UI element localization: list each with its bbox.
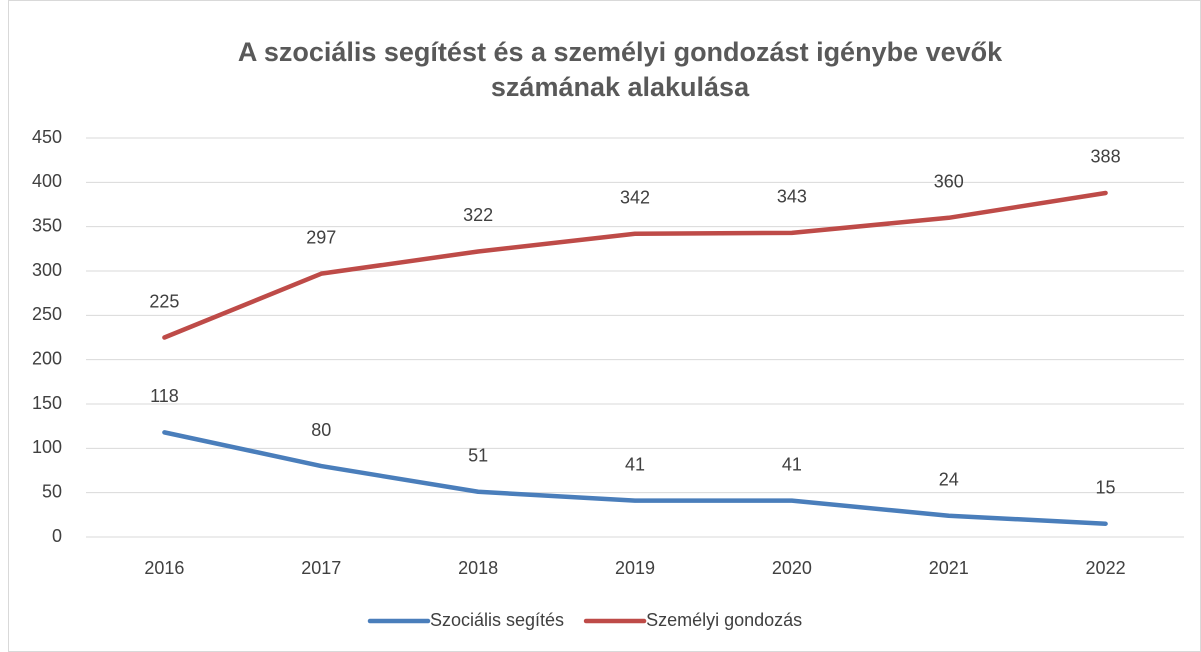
chart-title: A szociális segítést és a személyi gondo…: [238, 37, 1003, 67]
legend-label: Szociális segítés: [430, 610, 564, 630]
y-tick-label: 200: [32, 348, 62, 368]
x-tick-label: 2020: [772, 558, 812, 578]
x-tick-label: 2021: [929, 558, 969, 578]
chart-frame: [8, 0, 1201, 652]
y-tick-label: 0: [52, 526, 62, 546]
y-tick-label: 400: [32, 171, 62, 191]
y-tick-label: 250: [32, 304, 62, 324]
x-tick-label: 2022: [1086, 558, 1126, 578]
chart-title: számának alakulása: [491, 72, 750, 102]
data-label: 51: [468, 446, 488, 466]
y-tick-label: 100: [32, 437, 62, 457]
data-label: 225: [149, 291, 179, 311]
x-tick-label: 2018: [458, 558, 498, 578]
y-tick-label: 50: [42, 481, 62, 501]
data-label: 322: [463, 205, 493, 225]
data-label: 118: [150, 386, 179, 406]
y-tick-label: 150: [32, 393, 62, 413]
data-label: 41: [782, 454, 802, 474]
x-tick-label: 2019: [615, 558, 655, 578]
x-tick-label: 2017: [301, 558, 341, 578]
y-tick-label: 450: [32, 127, 62, 147]
legend-label: Személyi gondozás: [646, 610, 802, 630]
data-label: 388: [1091, 147, 1121, 167]
y-tick-label: 350: [32, 215, 62, 235]
data-line: [162, 190, 1108, 340]
y-tick-label: 300: [32, 260, 62, 280]
data-line: [162, 430, 1108, 526]
data-label: 41: [625, 454, 645, 474]
data-label: 297: [306, 227, 336, 247]
data-label: 343: [777, 187, 807, 207]
data-label: 80: [311, 420, 331, 440]
data-label: 24: [939, 469, 959, 489]
data-label: 360: [934, 172, 964, 192]
x-tick-label: 2016: [144, 558, 184, 578]
data-label: 15: [1096, 477, 1116, 497]
data-label: 342: [620, 188, 650, 208]
